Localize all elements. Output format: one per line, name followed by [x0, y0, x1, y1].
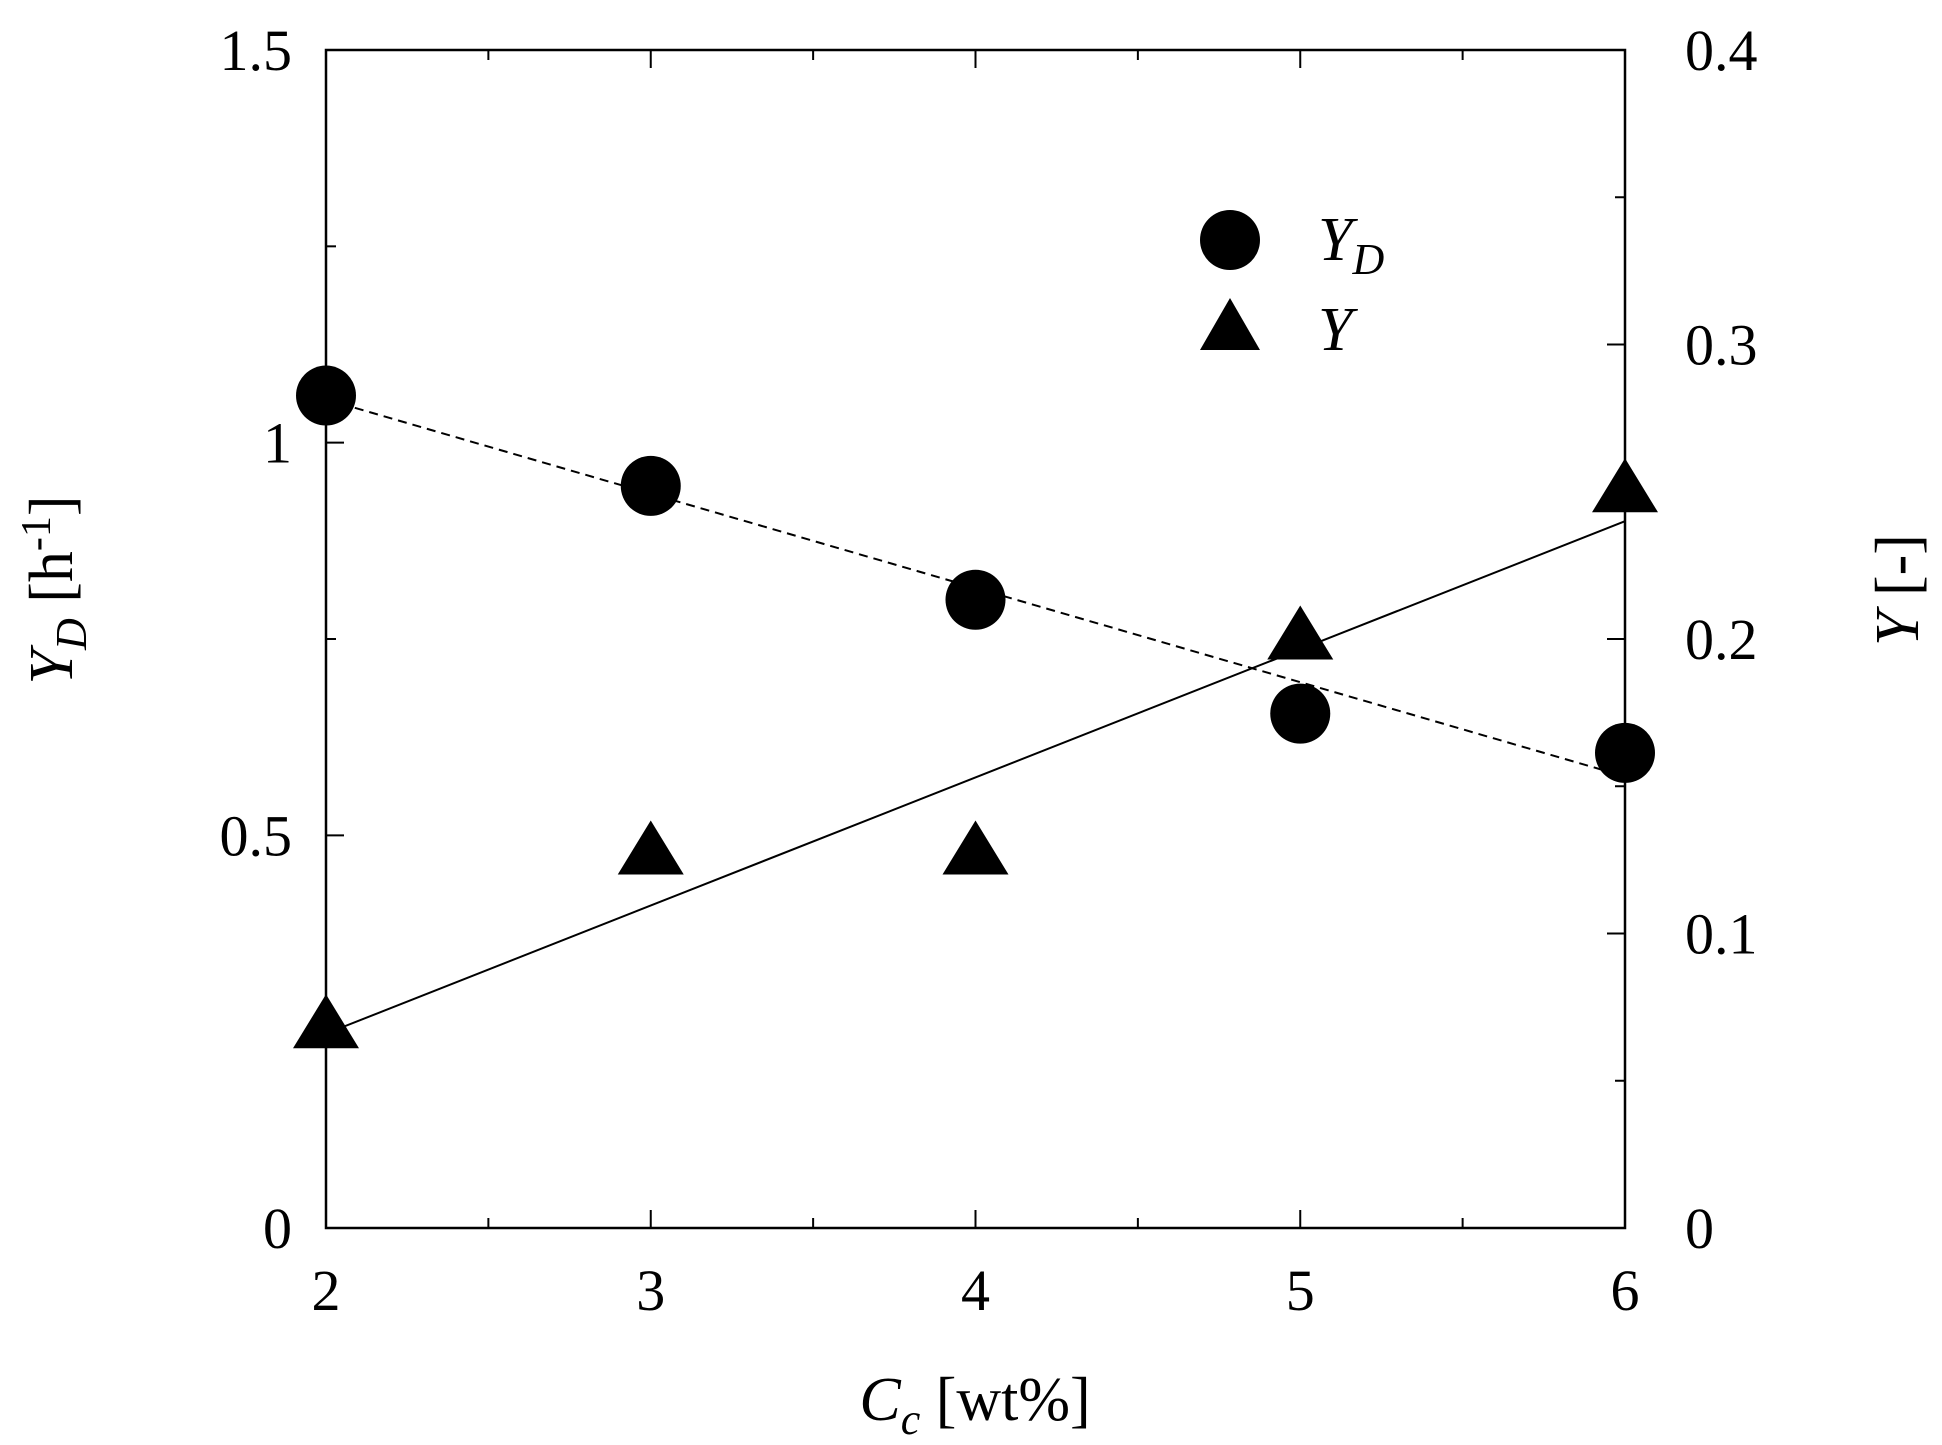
- tick-labels: 2 3 4 5 600.511.500.10.20.30.4: [220, 18, 1758, 1323]
- y-left-axis-title: YD [h-1]: [14, 495, 96, 684]
- legend: YD Y: [1200, 206, 1384, 364]
- x-tick-label: 2: [312, 1258, 341, 1323]
- x-tick-label: 6: [1611, 1258, 1640, 1323]
- x-axis-title-unit: [wt%]: [920, 1366, 1090, 1434]
- y-left-tick-label: 0: [263, 1196, 292, 1261]
- data-markers: [293, 365, 1658, 1049]
- legend-label-yd-main: Y: [1318, 206, 1358, 274]
- x-tick-label: 4: [961, 1258, 990, 1323]
- y-right-tick-label: 0.3: [1685, 313, 1758, 378]
- y-right-axis-title: Y [-]: [1864, 534, 1932, 646]
- y-left-axis-title-sub: D: [47, 618, 96, 651]
- yd-point: [296, 365, 356, 426]
- y-right-tick-label: 0.4: [1685, 18, 1758, 83]
- yd-point: [1270, 683, 1331, 744]
- x-axis-title-sub: c: [901, 1395, 921, 1444]
- legend-label-yd-sub: D: [1351, 235, 1384, 284]
- x-tick-label: 3: [636, 1258, 665, 1323]
- y-point: [1267, 605, 1334, 660]
- y-point: [293, 994, 359, 1049]
- y-right-tick-label: 0.2: [1685, 607, 1758, 672]
- y-point: [942, 820, 1009, 875]
- y-right-axis-title-main: Y: [1864, 606, 1932, 646]
- y-right-axis-title-unit: [-]: [1864, 534, 1932, 611]
- legend-triangle-marker: [1200, 298, 1260, 350]
- axis-ticks: [325, 49, 1626, 1229]
- yd-point: [620, 455, 681, 516]
- y-left-axis-title-unit-post: ]: [18, 495, 86, 516]
- y-left-axis-title-main: Y: [18, 645, 86, 685]
- fit-line-y-solid: [325, 520, 1626, 1035]
- legend-label-yd: YD: [1318, 206, 1384, 284]
- legend-label-y: Y: [1318, 296, 1358, 364]
- fit-lines: [325, 398, 1626, 1035]
- x-axis-title-main: C: [859, 1366, 901, 1434]
- y-left-tick-label: 1.5: [220, 18, 293, 83]
- y-right-tick-label: 0: [1685, 1196, 1714, 1261]
- legend-circle-marker: [1200, 210, 1260, 270]
- y-left-axis-title-unit-pre: [h: [18, 551, 86, 618]
- y-left-tick-label: 0.5: [220, 803, 293, 868]
- x-axis-title: Cc [wt%]: [859, 1366, 1090, 1444]
- plot-frame: [324, 48, 1627, 1230]
- y-point: [617, 820, 684, 875]
- y-left-tick-label: 1: [263, 411, 292, 476]
- yd-point: [945, 569, 1006, 630]
- x-tick-label: 5: [1286, 1258, 1315, 1323]
- y-right-tick-label: 0.1: [1685, 902, 1758, 967]
- y-left-axis-title-unit-sup: -1: [14, 516, 60, 551]
- y-point: [1592, 458, 1658, 513]
- yd-point: [1595, 722, 1655, 783]
